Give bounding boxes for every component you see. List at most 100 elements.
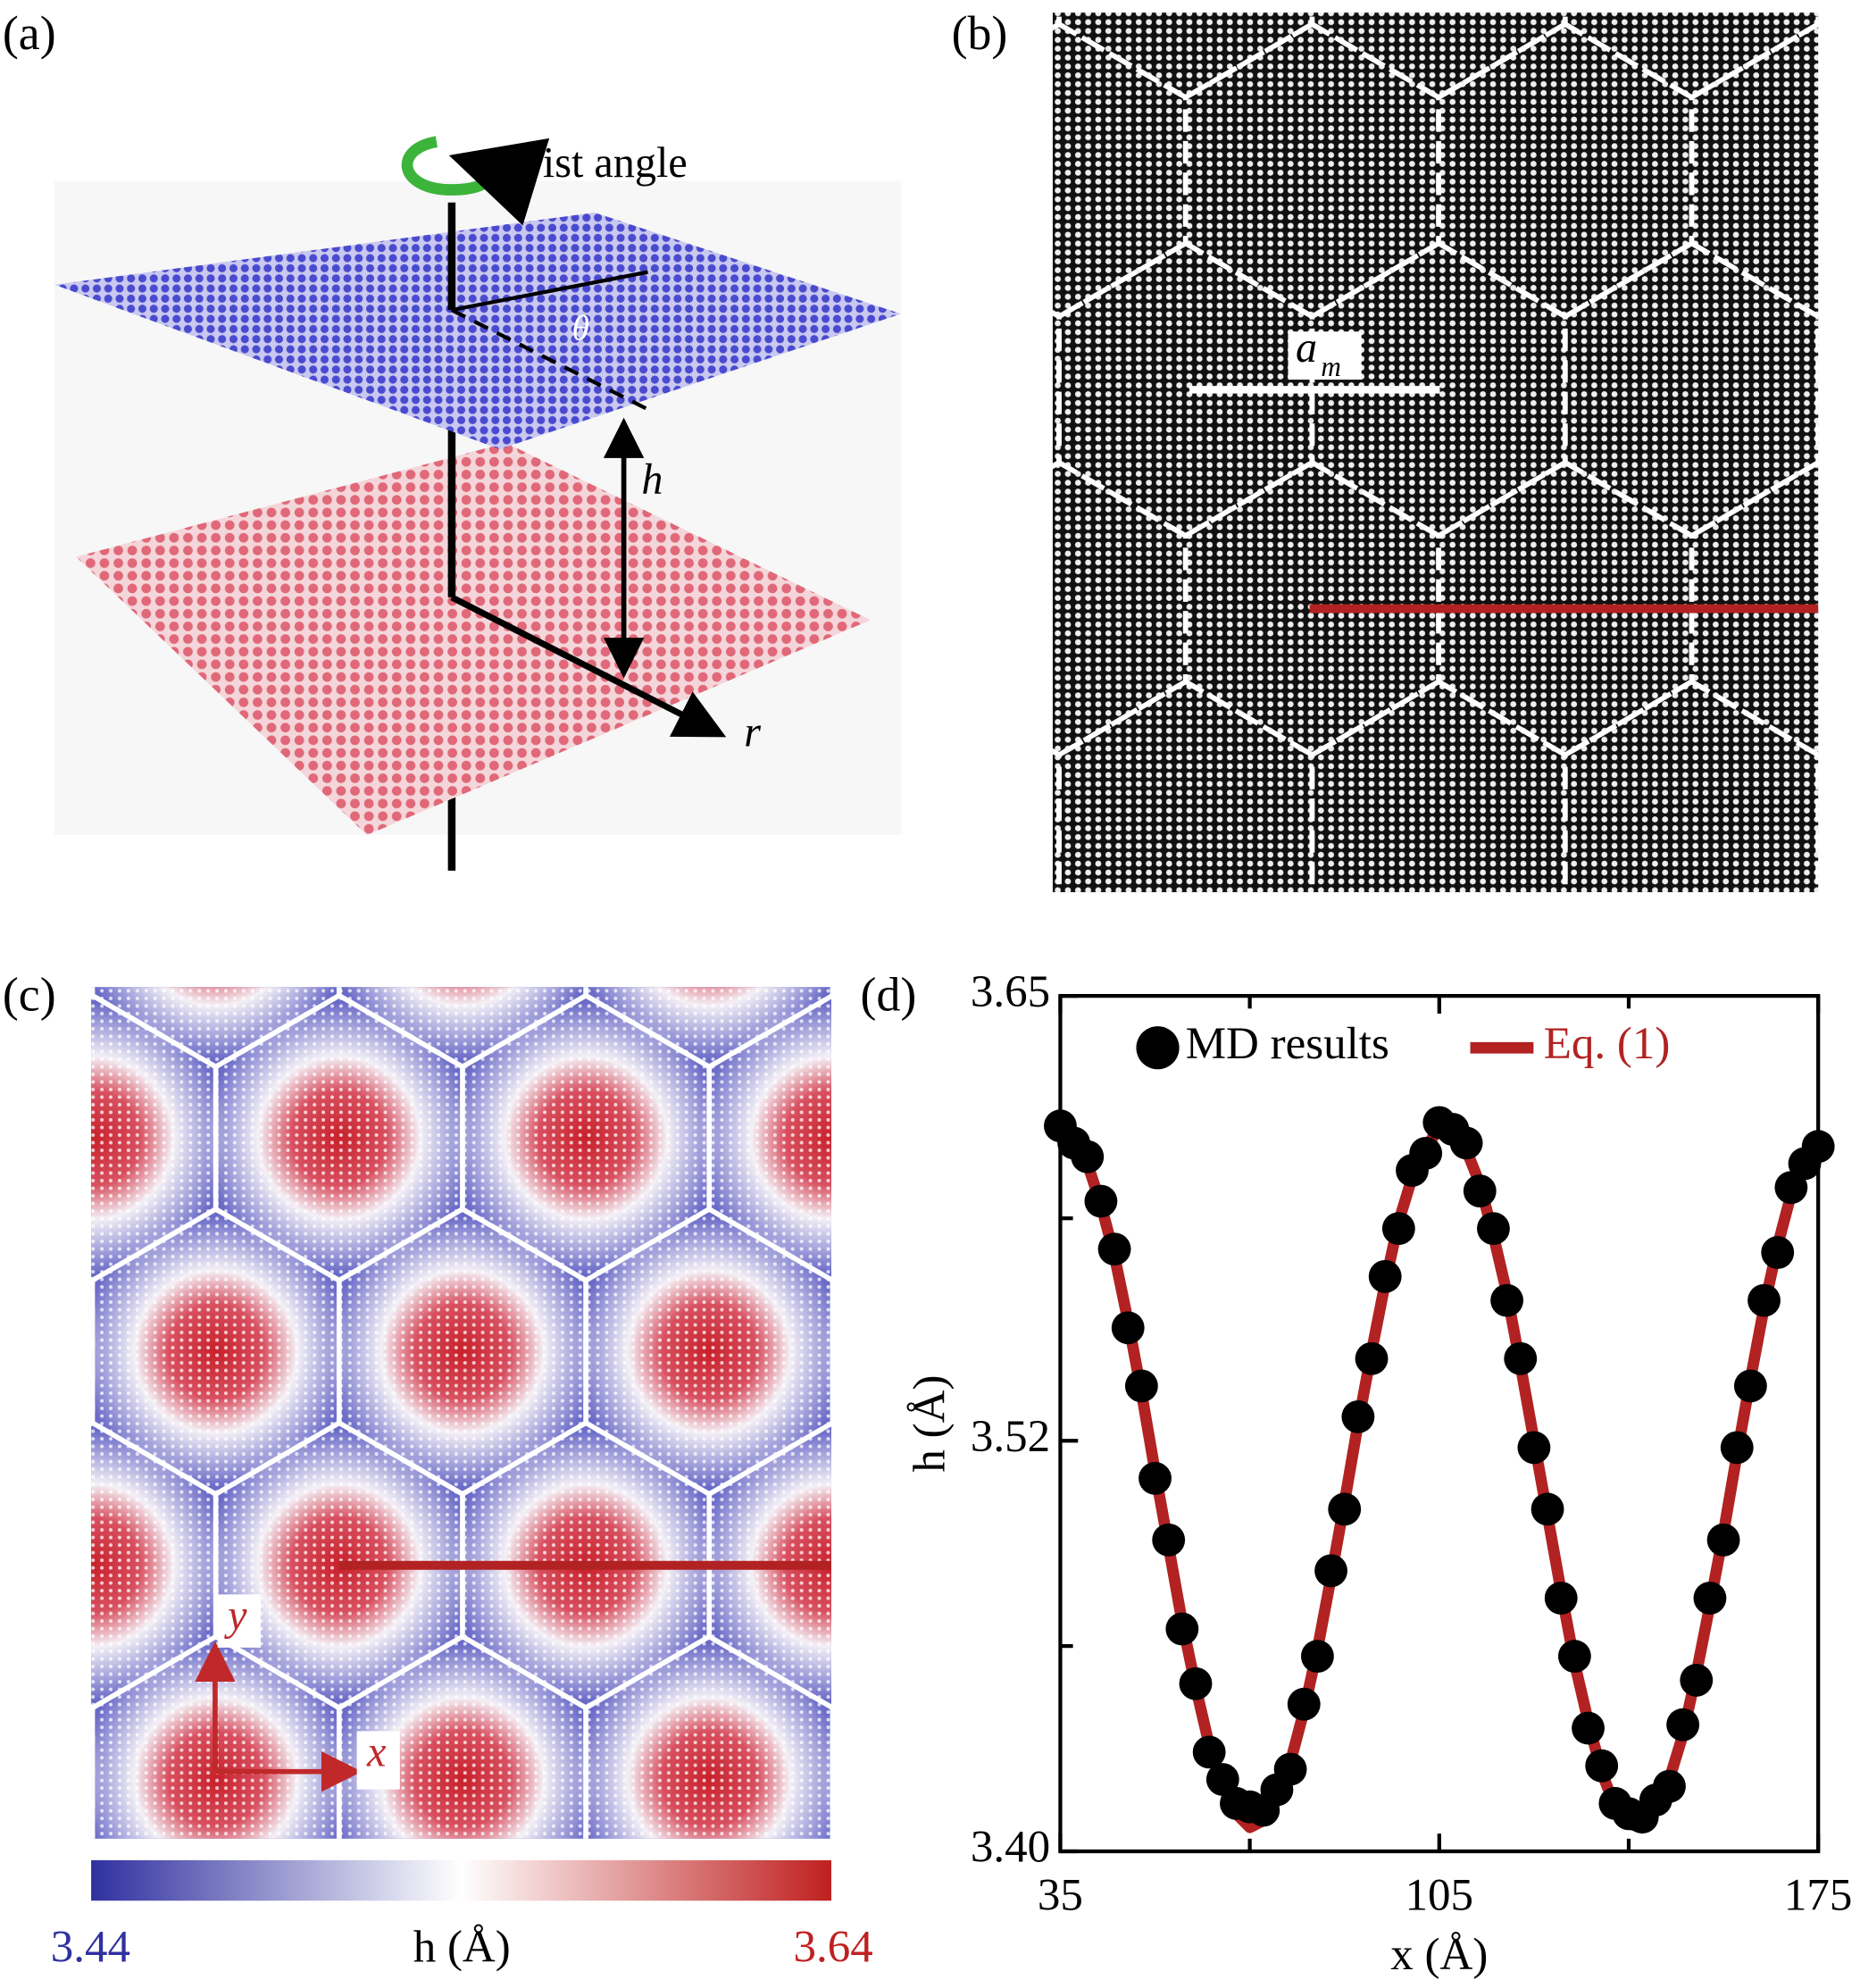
- md-point: [1124, 1369, 1158, 1403]
- colorbar-max: 3.64: [793, 1923, 872, 1973]
- legend-label: MD results: [1186, 1019, 1389, 1069]
- hex-boundary: [91, 1704, 96, 1839]
- md-point: [1287, 1687, 1321, 1721]
- md-point: [1314, 1554, 1347, 1588]
- period-label-box: [1288, 331, 1362, 380]
- x-direction-label: x: [366, 1729, 387, 1776]
- md-point: [1111, 1311, 1145, 1345]
- panel-label: (c): [3, 968, 56, 1022]
- md-point: [1666, 1708, 1700, 1742]
- theta-dashed-line: [450, 308, 653, 413]
- r-axis: [450, 594, 727, 738]
- panel-c: y x 3.44 h (Å) 3.64 (c): [3, 968, 873, 1973]
- md-point: [1477, 1212, 1510, 1246]
- md-point: [1801, 1130, 1835, 1164]
- twist-arrow: [401, 136, 550, 226]
- y-tick-label: 3.52: [971, 1412, 1050, 1462]
- md-point: [1165, 1612, 1199, 1646]
- md-point: [1179, 1666, 1213, 1700]
- moire-image: [1052, 13, 1819, 892]
- red-spot: [91, 1720, 104, 1838]
- hex-boundary: [1815, 751, 1819, 892]
- md-point: [1720, 1431, 1754, 1465]
- red-spot: [821, 1299, 831, 1405]
- md-point: [1300, 1640, 1334, 1674]
- panel-label: (b): [952, 6, 1008, 60]
- panel-label: (d): [861, 968, 917, 1022]
- md-point: [1706, 1523, 1740, 1557]
- md-point: [1409, 1136, 1443, 1170]
- md-point: [1572, 1711, 1605, 1745]
- md-point: [1273, 1752, 1307, 1786]
- md-point: [1747, 1283, 1781, 1317]
- md-point: [1355, 1341, 1389, 1375]
- hex-boundary: [1689, 459, 1819, 758]
- md-point: [1084, 1184, 1118, 1218]
- md-point: [1504, 1341, 1538, 1375]
- panel-label: (a): [3, 6, 56, 60]
- md-point: [1341, 1399, 1375, 1433]
- twist-label: twist angle: [500, 139, 688, 187]
- y-axis-label: h (Å): [905, 1375, 955, 1473]
- panel-a: twist angle θ h r (a): [3, 6, 901, 871]
- legend-label: Eq. (1): [1544, 1019, 1671, 1069]
- md-point: [1680, 1663, 1714, 1697]
- md-point: [1774, 1171, 1808, 1205]
- bottom-layer: [76, 442, 871, 836]
- y-tick-label: 3.65: [971, 967, 1050, 1017]
- md-point: [1463, 1174, 1497, 1207]
- md-point: [1531, 1492, 1564, 1526]
- hex-grid: [91, 987, 831, 1839]
- md-point: [1585, 1749, 1619, 1783]
- hex-boundary: [1052, 13, 1062, 31]
- hex-boundary: [583, 1633, 831, 1839]
- period-label: a: [1296, 324, 1317, 372]
- y-label-box: [217, 1594, 261, 1648]
- period-subscript: m: [1321, 351, 1341, 382]
- fit-line: [1056, 1123, 1823, 1833]
- x-tick-label: 35: [1038, 1871, 1083, 1921]
- md-point: [1693, 1582, 1727, 1615]
- colorbar: [91, 1859, 831, 1901]
- md-point: [1544, 1582, 1578, 1615]
- md-point: [1733, 1369, 1767, 1403]
- md-point: [1071, 1140, 1105, 1174]
- panel-d: (d) 3.40 3.52 3.65 35 105 175 x (Å) h (Å) MD res…: [861, 967, 1853, 1980]
- hex-boundary: [1562, 679, 1819, 892]
- md-point: [1152, 1523, 1186, 1557]
- md-point: [1653, 1769, 1686, 1803]
- hex-boundary: [1691, 901, 1860, 1193]
- hex-boundary: [706, 1420, 831, 1710]
- y-direction-label: y: [223, 1592, 247, 1640]
- md-point: [1449, 1126, 1483, 1160]
- md-point: [1328, 1492, 1362, 1526]
- y-tick-label: 3.40: [971, 1823, 1050, 1873]
- md-point: [1517, 1431, 1551, 1465]
- h-label: h: [641, 455, 663, 503]
- legend-marker: [1136, 1026, 1180, 1070]
- hex-boundary: [706, 993, 831, 1283]
- r-label: r: [744, 709, 761, 756]
- red-spot: [91, 1293, 104, 1410]
- x-label-box: [356, 1731, 400, 1790]
- md-point: [1205, 1763, 1239, 1796]
- md-point: [1557, 1640, 1591, 1674]
- x-axis-label: x (Å): [1390, 1930, 1488, 1980]
- x-tick-label: 105: [1405, 1871, 1473, 1921]
- colorbar-label: h (Å): [413, 1923, 511, 1973]
- md-point: [1097, 1232, 1131, 1266]
- hex-boundary: [91, 1276, 96, 1427]
- md-point: [1381, 1212, 1415, 1246]
- md-point: [1139, 1461, 1172, 1495]
- theta-ref-line: [451, 270, 648, 313]
- x-tick-label: 175: [1784, 1871, 1852, 1921]
- hex-boundary: [1815, 313, 1819, 466]
- hex-grid: [1052, 13, 1860, 1193]
- colorbar-min: 3.44: [51, 1923, 130, 1973]
- md-point: [1490, 1283, 1524, 1317]
- theta-label: θ: [572, 308, 589, 347]
- hex-boundary: [1562, 240, 1819, 539]
- md-point: [1761, 1236, 1795, 1269]
